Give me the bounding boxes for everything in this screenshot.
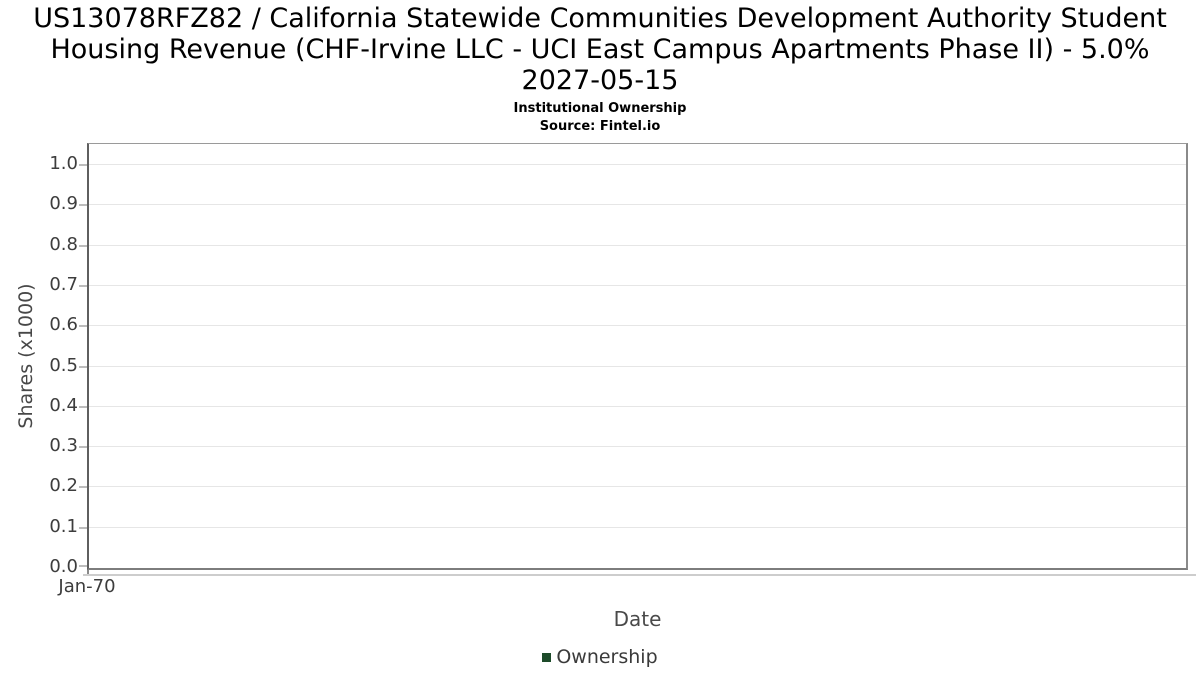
gridline [89, 446, 1186, 447]
gridline [89, 204, 1186, 205]
y-tick-label: 0.5 [49, 355, 78, 376]
legend-label: Ownership [556, 646, 658, 668]
y-tick-mark [79, 245, 87, 247]
y-tick-mark [79, 406, 87, 408]
y-tick-mark [79, 565, 87, 567]
gridline [89, 366, 1186, 367]
y-tick-mark [79, 164, 87, 166]
y-tick-label: 0.6 [49, 314, 78, 335]
y-tick-label: 0.8 [49, 234, 78, 255]
y-tick-mark [79, 285, 87, 287]
y-tick-mark [79, 527, 87, 529]
gridline [89, 164, 1186, 165]
y-tick-label: 0.2 [49, 475, 78, 496]
chart-subtitle: Institutional Ownership [513, 101, 687, 116]
y-tick-label: 1.0 [49, 153, 78, 174]
gridline [89, 245, 1186, 246]
y-tick-label: 0.4 [49, 395, 78, 416]
chart-title-line-2: Housing Revenue (CHF-Irvine LLC - UCI Ea… [50, 34, 1150, 65]
gridline [89, 486, 1186, 487]
chart-title: US13078RFZ82 / California Statewide Comm… [0, 3, 1200, 96]
x-tick-label: Jan-70 [58, 576, 116, 597]
y-tick-label: 0.0 [49, 556, 78, 577]
legend-swatch-icon [542, 652, 552, 662]
gridline [89, 325, 1186, 326]
plot-area [79, 143, 1188, 576]
y-tick-label: 0.3 [49, 435, 78, 456]
x-tick-mark [87, 570, 89, 576]
chart-title-line-1: US13078RFZ82 / California Statewide Comm… [33, 3, 1167, 34]
chart-source: Source: Fintel.io [539, 119, 661, 134]
chart-title-line-3: 2027-05-15 [521, 65, 679, 96]
gridline [89, 285, 1186, 286]
x-axis-underline [83, 574, 1196, 576]
y-tick-label: 0.9 [49, 193, 78, 214]
y-tick-mark [79, 366, 87, 368]
y-tick-mark [79, 446, 87, 448]
legend: Ownership [0, 646, 1200, 668]
y-tick-mark [79, 325, 87, 327]
y-tick-mark [79, 204, 87, 206]
y-tick-label: 0.1 [49, 516, 78, 537]
x-axis-label: Date [613, 607, 662, 631]
gridline [89, 406, 1186, 407]
y-tick-label: 0.7 [49, 274, 78, 295]
y-tick-mark [79, 486, 87, 488]
gridline [89, 527, 1186, 528]
